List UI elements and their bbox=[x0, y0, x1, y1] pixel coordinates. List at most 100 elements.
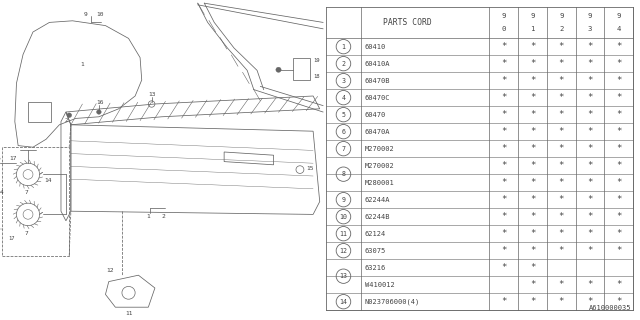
Text: *: * bbox=[616, 246, 621, 255]
Text: W410012: W410012 bbox=[365, 282, 394, 288]
Text: *: * bbox=[588, 110, 593, 119]
Text: 3: 3 bbox=[588, 27, 592, 32]
Text: 7: 7 bbox=[342, 146, 346, 152]
Text: 1: 1 bbox=[530, 27, 534, 32]
Text: *: * bbox=[588, 144, 593, 153]
Text: *: * bbox=[530, 59, 535, 68]
Text: 9: 9 bbox=[84, 12, 88, 17]
Text: *: * bbox=[501, 42, 506, 51]
Text: 14: 14 bbox=[339, 299, 348, 305]
Text: *: * bbox=[588, 195, 593, 204]
Text: *: * bbox=[559, 110, 564, 119]
Text: *: * bbox=[559, 127, 564, 136]
Text: *: * bbox=[530, 42, 535, 51]
Text: *: * bbox=[530, 161, 535, 170]
Text: 2: 2 bbox=[64, 117, 68, 123]
Text: *: * bbox=[559, 42, 564, 51]
Text: 9: 9 bbox=[559, 13, 563, 19]
Text: *: * bbox=[559, 59, 564, 68]
Circle shape bbox=[97, 110, 101, 114]
Text: 9: 9 bbox=[342, 197, 346, 203]
Text: *: * bbox=[501, 263, 506, 272]
Text: *: * bbox=[588, 93, 593, 102]
Text: 9: 9 bbox=[501, 13, 506, 19]
Text: *: * bbox=[530, 263, 535, 272]
Text: *: * bbox=[501, 297, 506, 306]
Text: *: * bbox=[588, 42, 593, 51]
Text: *: * bbox=[530, 178, 535, 187]
Text: *: * bbox=[588, 297, 593, 306]
Text: 12: 12 bbox=[107, 268, 114, 273]
Text: *: * bbox=[530, 246, 535, 255]
Text: *: * bbox=[530, 76, 535, 85]
Text: *: * bbox=[559, 297, 564, 306]
Text: *: * bbox=[588, 229, 593, 238]
Text: *: * bbox=[559, 246, 564, 255]
Text: *: * bbox=[616, 229, 621, 238]
Text: *: * bbox=[616, 178, 621, 187]
Text: *: * bbox=[616, 297, 621, 306]
Text: 16: 16 bbox=[97, 100, 104, 105]
Text: *: * bbox=[559, 76, 564, 85]
Text: 0: 0 bbox=[501, 27, 506, 32]
Text: *: * bbox=[616, 161, 621, 170]
Text: *: * bbox=[616, 144, 621, 153]
Text: *: * bbox=[559, 212, 564, 221]
Text: *: * bbox=[616, 280, 621, 289]
Text: 2: 2 bbox=[161, 213, 165, 219]
Text: 10: 10 bbox=[97, 12, 104, 17]
Text: *: * bbox=[501, 212, 506, 221]
Text: *: * bbox=[501, 144, 506, 153]
Text: 1: 1 bbox=[81, 61, 84, 67]
Text: *: * bbox=[616, 127, 621, 136]
Text: 1: 1 bbox=[147, 213, 150, 219]
Text: 7: 7 bbox=[24, 189, 28, 195]
Text: 13: 13 bbox=[148, 92, 156, 97]
Circle shape bbox=[276, 67, 281, 72]
Text: 60470A: 60470A bbox=[365, 129, 390, 135]
Text: 60410: 60410 bbox=[365, 44, 386, 50]
Text: *: * bbox=[530, 212, 535, 221]
Text: 9: 9 bbox=[530, 13, 534, 19]
Text: PARTS CORD: PARTS CORD bbox=[383, 18, 432, 27]
Text: *: * bbox=[616, 93, 621, 102]
Text: *: * bbox=[588, 212, 593, 221]
Text: *: * bbox=[588, 280, 593, 289]
Text: 2: 2 bbox=[342, 61, 346, 67]
Text: 12: 12 bbox=[339, 248, 348, 254]
Text: *: * bbox=[616, 195, 621, 204]
Text: 5: 5 bbox=[342, 112, 346, 118]
Text: 1: 1 bbox=[342, 44, 346, 50]
Text: 62244A: 62244A bbox=[365, 197, 390, 203]
Text: *: * bbox=[501, 161, 506, 170]
Text: *: * bbox=[588, 59, 593, 68]
Text: *: * bbox=[559, 178, 564, 187]
Text: 63075: 63075 bbox=[365, 248, 386, 254]
Text: *: * bbox=[501, 246, 506, 255]
Text: 18: 18 bbox=[313, 74, 319, 79]
Text: 9: 9 bbox=[588, 13, 592, 19]
Text: *: * bbox=[530, 144, 535, 153]
Text: *: * bbox=[559, 93, 564, 102]
Text: M270002: M270002 bbox=[365, 163, 394, 169]
Text: *: * bbox=[616, 110, 621, 119]
Text: 60470: 60470 bbox=[365, 112, 386, 118]
Text: 15: 15 bbox=[306, 165, 314, 171]
Text: *: * bbox=[501, 59, 506, 68]
Text: 63216: 63216 bbox=[365, 265, 386, 271]
Text: M270002: M270002 bbox=[365, 146, 394, 152]
Text: 19: 19 bbox=[313, 58, 319, 63]
Text: 11: 11 bbox=[339, 231, 348, 237]
Text: 11: 11 bbox=[125, 311, 132, 316]
Circle shape bbox=[67, 113, 72, 117]
Text: 60470B: 60470B bbox=[365, 78, 390, 84]
Text: *: * bbox=[588, 127, 593, 136]
Text: *: * bbox=[530, 110, 535, 119]
Text: *: * bbox=[501, 127, 506, 136]
Text: 9: 9 bbox=[617, 13, 621, 19]
Text: *: * bbox=[616, 212, 621, 221]
Text: *: * bbox=[559, 280, 564, 289]
Text: *: * bbox=[588, 76, 593, 85]
Text: 60410A: 60410A bbox=[365, 61, 390, 67]
Text: *: * bbox=[559, 229, 564, 238]
